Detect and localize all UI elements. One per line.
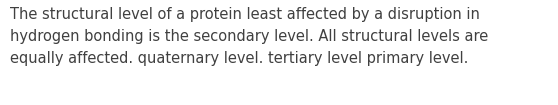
Text: The structural level of a protein least affected by a disruption in
hydrogen bon: The structural level of a protein least … — [10, 7, 488, 66]
